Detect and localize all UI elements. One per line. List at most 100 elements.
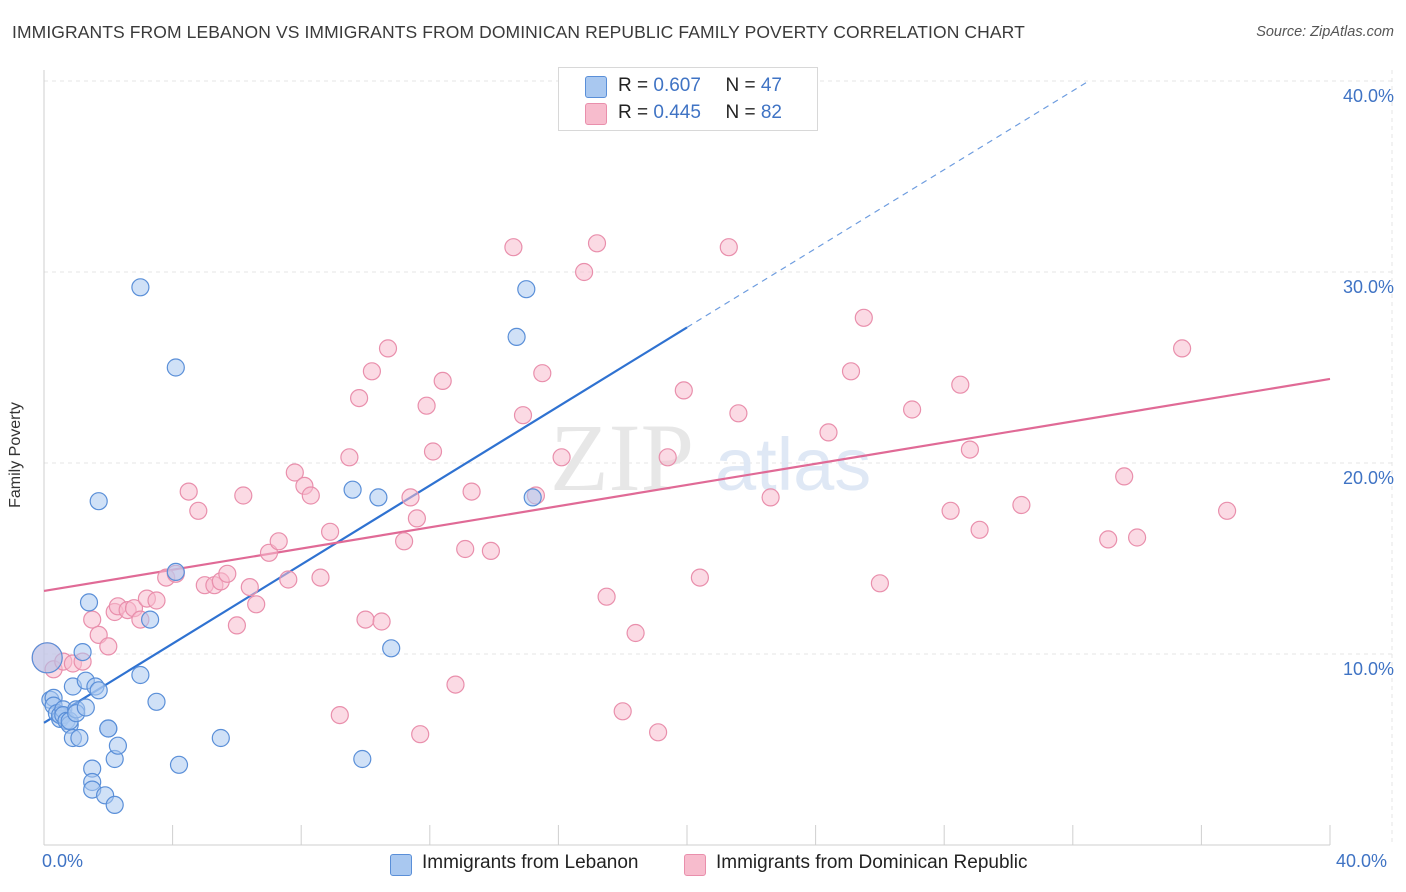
point-dominican (533, 364, 552, 383)
point-dominican (279, 570, 298, 589)
point-dominican (456, 539, 475, 559)
point-dominican (378, 339, 398, 358)
point-dominican (951, 375, 970, 394)
legend-n-label: N = (725, 102, 761, 123)
point-dominican (690, 568, 710, 587)
point-dominican (854, 308, 873, 327)
point-dominican (99, 637, 118, 656)
point-dominican (433, 371, 452, 390)
point-dominican (1115, 467, 1134, 486)
point-lebanon (131, 665, 150, 685)
point-dominican (1172, 339, 1192, 358)
point-lebanon (343, 480, 362, 499)
point-dominican (761, 488, 780, 507)
point-lebanon (523, 488, 542, 507)
point-dominican (356, 610, 375, 629)
trend-lines (43, 80, 1331, 724)
point-dominican (481, 541, 500, 561)
legend-r-label: R = (618, 75, 654, 96)
point-lebanon (70, 728, 89, 748)
dominican-swatch (585, 103, 607, 125)
point-dominican (189, 501, 208, 520)
point-lebanon (89, 492, 108, 511)
point-dominican (587, 234, 607, 253)
point-dominican (626, 623, 645, 643)
point-dominican (301, 486, 320, 505)
point-dominican (330, 705, 349, 725)
point-dominican (504, 238, 523, 257)
point-dominican (234, 486, 253, 505)
trend-line-dominican (43, 377, 1331, 593)
y-tick-30: 30.0% (1342, 277, 1394, 297)
point-dominican (401, 488, 420, 507)
point-dominican (1217, 501, 1237, 520)
point-dominican (1012, 495, 1031, 515)
point-dominican (513, 406, 533, 425)
series-legend: Immigrants from Lebanon Immigrants from … (0, 852, 1406, 878)
legend-n-value-lebanon: 47 (760, 75, 782, 96)
point-dominican (411, 725, 430, 744)
point-dominican (311, 568, 330, 587)
point-lebanon (31, 642, 63, 674)
point-dominican (218, 564, 237, 583)
legend-r-value-lebanon: 0.607 (653, 75, 701, 96)
point-dominican (674, 381, 693, 400)
point-lebanon (353, 749, 372, 769)
point-dominican (902, 400, 922, 419)
point-lebanon (73, 642, 92, 662)
legend-r-label: R = (618, 102, 654, 123)
y-tick-20: 20.0% (1342, 468, 1394, 488)
trend-line-lebanon (43, 326, 688, 724)
data-points (31, 234, 1237, 815)
point-dominican (417, 396, 436, 415)
point-dominican (819, 423, 838, 442)
lebanon-swatch (585, 76, 607, 98)
point-lebanon (89, 681, 108, 700)
point-lebanon (76, 698, 95, 717)
point-dominican (648, 723, 668, 742)
point-dominican (340, 448, 359, 467)
x-tick-0: 0.0% (42, 851, 84, 871)
point-dominican (658, 448, 677, 467)
point-dominican (423, 442, 443, 461)
point-dominican (960, 440, 980, 459)
legend-n-label: N = (725, 75, 761, 96)
point-dominican (970, 520, 989, 539)
y-tick-10: 10.0% (1342, 659, 1394, 679)
legend-label-lebanon: Immigrants from Lebanon (422, 852, 639, 873)
point-lebanon (517, 280, 536, 299)
point-dominican (227, 616, 246, 635)
point-dominican (719, 238, 738, 257)
point-lebanon (211, 728, 230, 748)
lebanon-legend-swatch (390, 854, 412, 876)
point-dominican (395, 532, 414, 551)
point-lebanon (507, 327, 526, 346)
point-dominican (597, 587, 616, 606)
point-dominican (841, 362, 861, 381)
stats-legend: R = 0.607 N = 47 R = 0.445 N = 82 (558, 67, 818, 131)
point-dominican (574, 262, 594, 282)
point-dominican (729, 404, 748, 423)
trend-line-lebanon-extension (686, 80, 1090, 328)
point-dominican (362, 362, 381, 381)
point-lebanon (382, 639, 401, 658)
x-tick-40: 40.0% (1336, 851, 1388, 871)
point-dominican (552, 448, 571, 467)
point-lebanon (105, 795, 124, 815)
dominican-legend-swatch (684, 854, 706, 876)
point-dominican (269, 532, 288, 551)
point-lebanon (166, 562, 185, 582)
point-dominican (613, 702, 632, 721)
point-dominican (247, 595, 266, 614)
chart-title: IMMIGRANTS FROM LEBANON VS IMMIGRANTS FR… (12, 22, 1025, 42)
point-dominican (350, 389, 369, 408)
legend-r-value-dominican: 0.445 (653, 102, 701, 123)
point-dominican (870, 574, 890, 593)
y-axis-label: Family Poverty (7, 402, 24, 508)
point-lebanon (108, 736, 128, 755)
point-dominican (285, 463, 304, 482)
point-dominican (1099, 530, 1118, 549)
point-lebanon (147, 692, 166, 711)
point-dominican (462, 482, 481, 501)
